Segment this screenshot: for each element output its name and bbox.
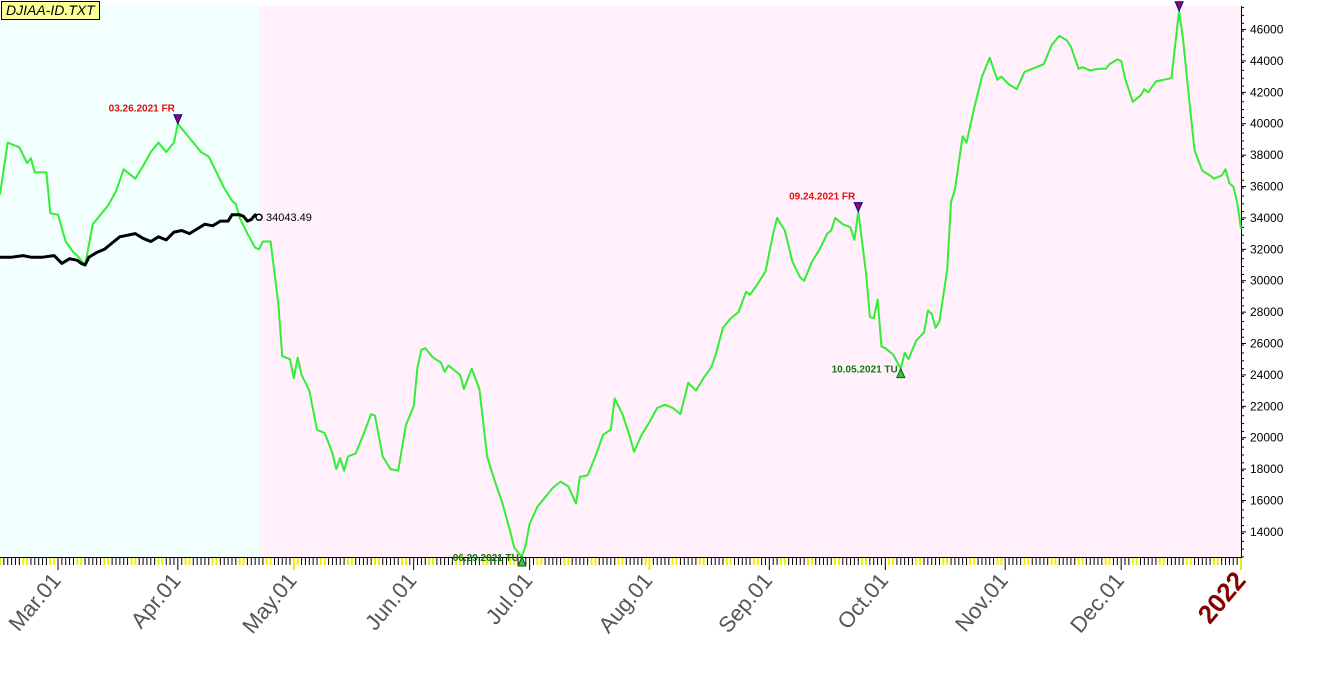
x-month-label: Sep.01 [713, 568, 777, 637]
forecast-line [0, 9, 1242, 558]
x-month-label: Jun.01 [360, 568, 422, 635]
y-tick-label: 20000 [1250, 431, 1284, 445]
peak-label: 09.24.2021 FR [789, 192, 856, 203]
y-tick-label: 34000 [1250, 211, 1284, 225]
peak-marker [853, 202, 864, 213]
x-month-label: Nov.01 [950, 568, 1013, 636]
x-month-label: May.01 [237, 568, 301, 638]
y-tick-label: 22000 [1250, 399, 1284, 413]
file-label: DJIAA-ID.TXT [1, 1, 100, 20]
history-region [0, 6, 260, 557]
y-tick-label: 16000 [1250, 493, 1284, 507]
y-tick-label: 24000 [1250, 368, 1284, 382]
y-tick-label: 32000 [1250, 242, 1284, 256]
y-tick-label: 26000 [1250, 337, 1284, 351]
trough-label: 06.29.2021 TU [453, 553, 519, 564]
x-month-label: Dec.01 [1065, 568, 1129, 637]
x-month-label: Jul.01 [481, 568, 538, 629]
y-tick-label: 14000 [1250, 525, 1284, 539]
peak-marker [1174, 1, 1184, 12]
peak-marker [173, 114, 183, 125]
x-month-label: Aug.01 [593, 568, 657, 637]
trough-label: 10.05.2021 TU [832, 365, 898, 376]
y-tick-label: 46000 [1250, 23, 1284, 37]
price-line [0, 213, 260, 267]
trough-marker [517, 555, 527, 567]
y-tick-label: 40000 [1250, 117, 1284, 131]
x-month-label: Mar.01 [3, 568, 65, 636]
y-tick-label: 44000 [1250, 54, 1284, 68]
y-tick-label: 30000 [1250, 274, 1284, 288]
trough-marker [896, 367, 906, 379]
x-year-label: 2022 [1191, 566, 1251, 630]
x-month-label: Oct.01 [832, 568, 893, 634]
peak-label: 03.26.2021 FR [109, 104, 176, 115]
last-value-marker [255, 213, 263, 221]
x-month-label: Apr.01 [126, 568, 186, 633]
y-tick-label: 42000 [1250, 85, 1284, 99]
peak-label: 12.16.2021 TH [1110, 0, 1176, 2]
forecast-region [259, 6, 1242, 557]
y-tick-label: 36000 [1250, 180, 1284, 194]
last-value-label: 34043.49 [266, 212, 312, 224]
y-tick-label: 38000 [1250, 148, 1284, 162]
y-tick-label: 28000 [1250, 305, 1284, 319]
y-tick-label: 18000 [1250, 462, 1284, 476]
